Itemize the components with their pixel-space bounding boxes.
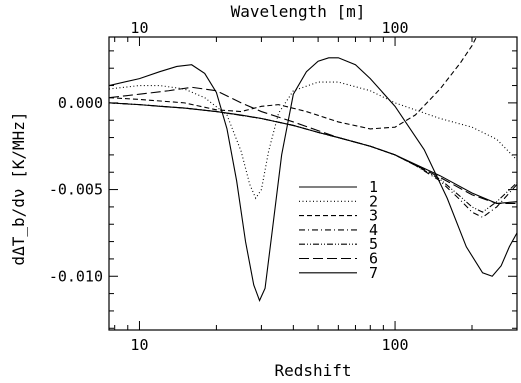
series-line-1 [109,102,517,204]
top-tick-label: 100 [382,19,409,37]
series-line-3 [109,37,478,130]
legend-label-5: 5 [369,235,378,253]
x-tick-label: 10 [130,336,148,354]
legend-label-7: 7 [369,264,378,282]
legend-label-2: 2 [369,192,378,210]
x-tick-label: 100 [382,336,409,354]
series-line-5 [109,102,517,213]
axis-ticks: 10 100 10 100 0.000 -0.005 -0.010 [49,19,518,354]
series-line-6 [109,86,517,204]
legend-label-4: 4 [369,221,378,239]
top-axis-title: Wavelength [m] [231,2,366,21]
y-axis-title: dΔT_b/dν [K/MHz] [9,111,28,265]
top-tick-label: 10 [130,19,148,37]
series-line-4 [109,102,517,218]
legend-label-6: 6 [369,250,378,268]
y-tick-label: -0.005 [49,181,103,199]
legend-label-3: 3 [369,207,378,225]
series-line-2 [109,81,517,200]
series-curves [109,37,517,302]
series-line-7 [109,57,517,302]
y-tick-label: -0.010 [49,267,103,285]
legend-label-1: 1 [369,178,378,196]
y-tick-label: 0.000 [58,94,103,112]
plot-frame [108,36,518,331]
x-axis-title: Redshift [274,361,351,380]
